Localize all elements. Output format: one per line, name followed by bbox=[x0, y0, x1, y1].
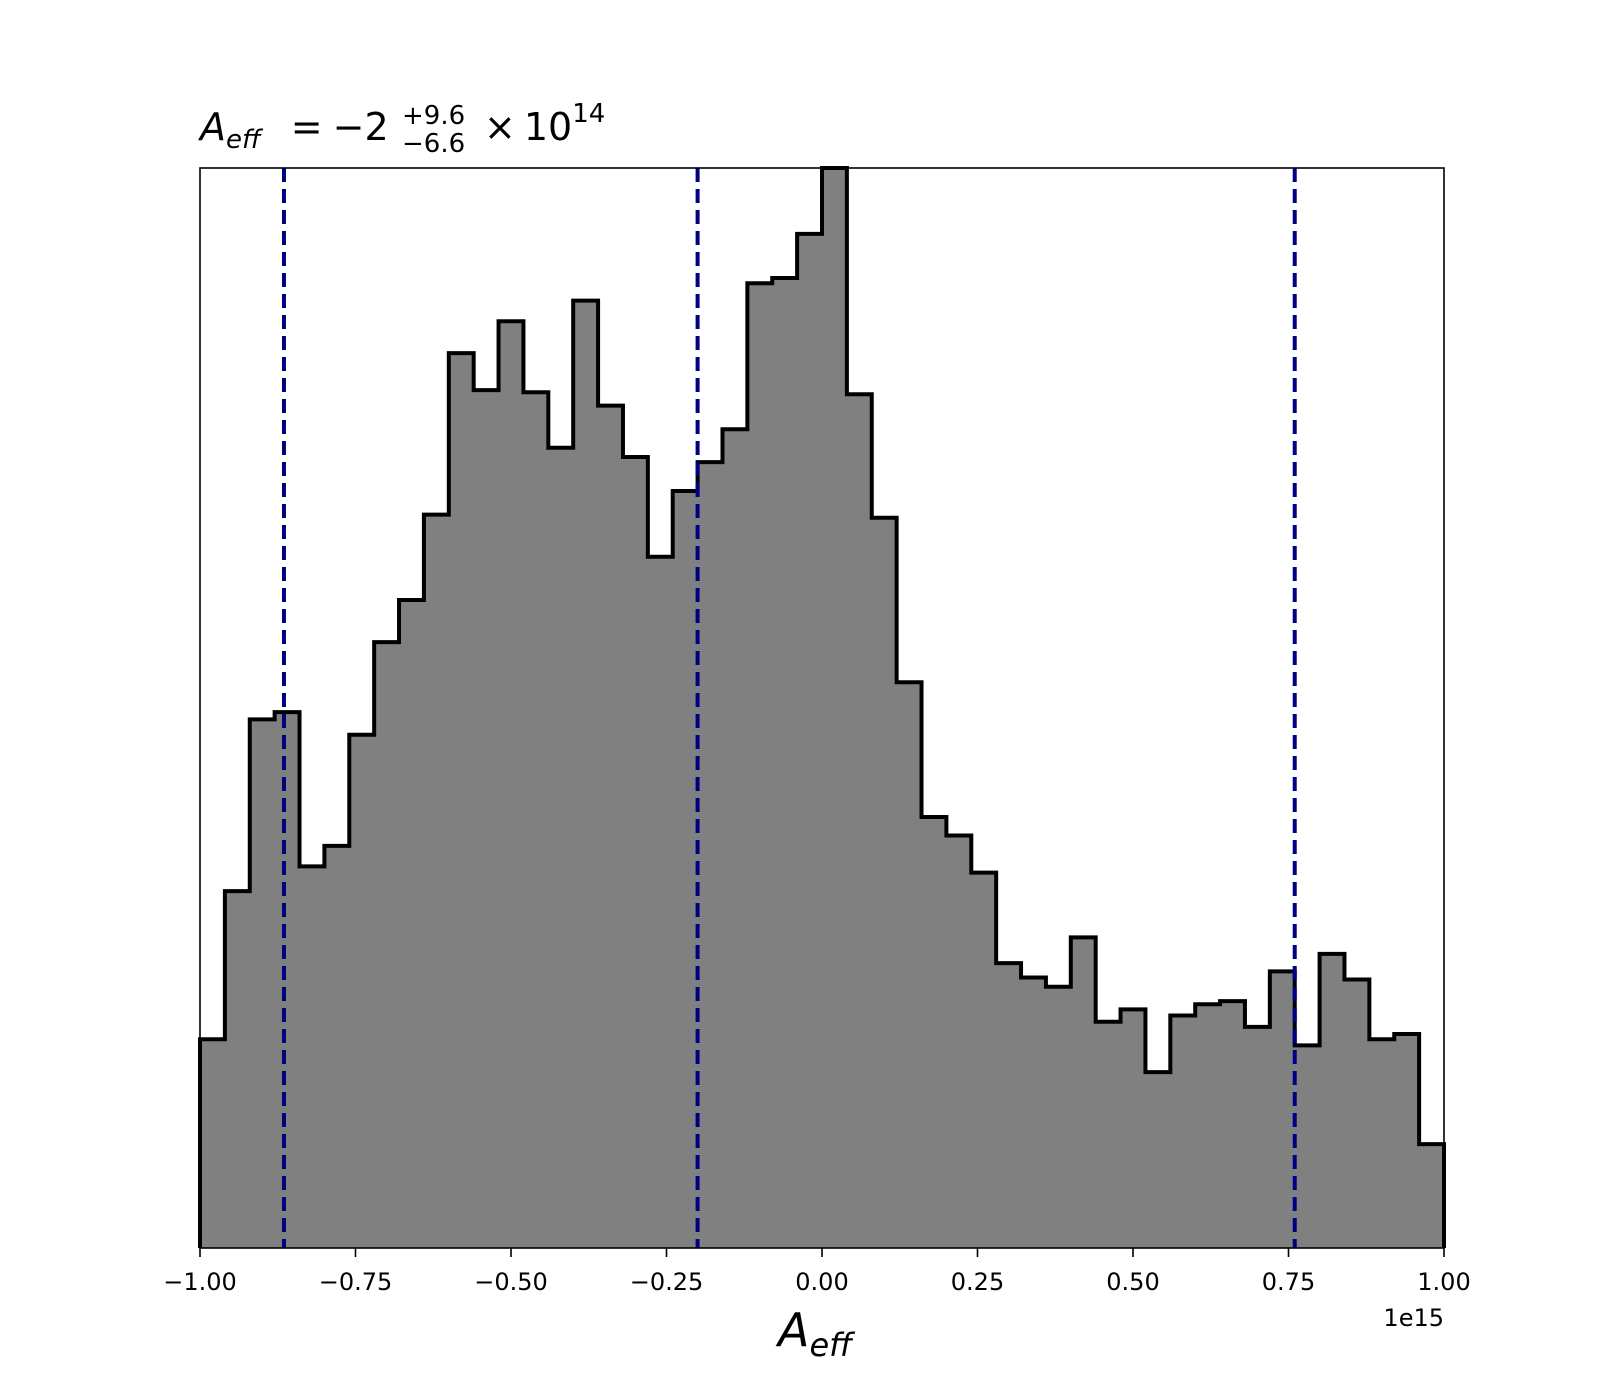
histogram-bar bbox=[946, 835, 972, 1248]
title-equals: = bbox=[291, 105, 323, 149]
histogram-bar bbox=[1369, 1039, 1395, 1248]
histogram-bar bbox=[1220, 1001, 1246, 1248]
histogram-bar bbox=[1419, 1144, 1445, 1248]
xlabel-subscript: eff bbox=[809, 1326, 856, 1364]
histogram-bar bbox=[548, 447, 574, 1248]
histogram-bar bbox=[797, 233, 823, 1249]
histogram-bar bbox=[324, 845, 350, 1248]
histogram-bar bbox=[374, 642, 400, 1248]
x-tick-label: 0.50 bbox=[1106, 1268, 1159, 1296]
histogram-bar bbox=[1344, 979, 1370, 1248]
histogram-bar bbox=[871, 517, 898, 1248]
histogram-bar bbox=[1070, 937, 1097, 1248]
x-axis-label: Aeff bbox=[775, 1303, 856, 1364]
x-tick-label: −0.75 bbox=[319, 1268, 393, 1296]
histogram-bar bbox=[349, 734, 375, 1248]
histogram-bar bbox=[523, 392, 549, 1248]
x-tick-label: −1.00 bbox=[163, 1268, 237, 1296]
title-symbol: A bbox=[197, 105, 226, 149]
histogram-bar bbox=[772, 278, 798, 1248]
histogram-bar bbox=[1394, 1034, 1420, 1248]
histogram-bar bbox=[697, 462, 723, 1249]
histogram-bar bbox=[996, 963, 1022, 1248]
histogram-bar bbox=[1319, 953, 1345, 1248]
x-tick-label: −0.25 bbox=[630, 1268, 704, 1296]
histogram-bar bbox=[473, 390, 500, 1249]
histogram-bar bbox=[647, 556, 674, 1248]
histogram-bar bbox=[896, 682, 923, 1248]
histogram-bar bbox=[423, 514, 450, 1248]
histogram-bar bbox=[672, 490, 699, 1248]
histogram-bar bbox=[1170, 1015, 1196, 1248]
title-upper-error: +9.6 bbox=[402, 101, 465, 131]
histogram-outline bbox=[198, 166, 1446, 1248]
histogram-bar bbox=[399, 600, 425, 1248]
chart-title: Aeff = −2 bbox=[197, 105, 389, 155]
histogram-bar bbox=[274, 712, 301, 1248]
histogram-bar bbox=[1095, 1021, 1122, 1248]
title-exponent: 14 bbox=[572, 99, 605, 129]
histogram-bar bbox=[299, 866, 325, 1248]
histogram-bar bbox=[921, 817, 947, 1248]
x-tick-label: 0.75 bbox=[1262, 1268, 1315, 1296]
histogram-bar bbox=[1145, 1072, 1171, 1248]
histogram-bar bbox=[1244, 1026, 1271, 1248]
title-multiplier: × 1014 bbox=[484, 99, 605, 149]
histogram-bar bbox=[722, 429, 748, 1248]
histogram-bar bbox=[249, 719, 276, 1248]
x-tick-label: 0.25 bbox=[951, 1268, 1004, 1296]
histogram-bar bbox=[971, 872, 997, 1248]
histogram-bar bbox=[1269, 971, 1296, 1248]
title-times: × bbox=[484, 105, 516, 149]
x-axis-ticks: −1.00 −0.75 −0.50 −0.25 0.00 0.25 0.50 0.75 1.00 bbox=[163, 1248, 1471, 1296]
histogram-bars bbox=[200, 168, 1445, 1249]
title-lower-error: −6.6 bbox=[402, 129, 465, 159]
histogram-bar bbox=[1294, 1045, 1321, 1248]
xlabel-symbol: A bbox=[775, 1303, 809, 1357]
histogram-bar bbox=[448, 353, 475, 1249]
reference-lines bbox=[281, 168, 1297, 1248]
title-base: 10 bbox=[524, 105, 572, 149]
x-offset-label: 1e15 bbox=[1383, 1304, 1444, 1332]
histogram-bar bbox=[1195, 1004, 1221, 1248]
title-symbol-subscript: eff bbox=[226, 125, 264, 155]
x-tick-label: −0.50 bbox=[474, 1268, 548, 1296]
histogram-bar bbox=[498, 321, 524, 1248]
histogram-bar bbox=[1120, 1009, 1146, 1248]
histogram-bar bbox=[598, 405, 624, 1249]
x-tick-label: 1.00 bbox=[1417, 1268, 1470, 1296]
histogram-bar bbox=[846, 394, 873, 1248]
title-value: −2 bbox=[333, 105, 389, 149]
histogram-bar bbox=[622, 457, 649, 1248]
histogram-bar bbox=[224, 891, 251, 1248]
histogram-bar bbox=[573, 300, 599, 1249]
histogram-bar bbox=[200, 1039, 226, 1248]
x-tick-label: 0.00 bbox=[795, 1268, 848, 1296]
histogram-bar bbox=[747, 283, 773, 1248]
histogram-bar bbox=[822, 168, 848, 1248]
histogram-bar bbox=[1021, 977, 1047, 1248]
histogram-bar bbox=[1045, 986, 1072, 1248]
